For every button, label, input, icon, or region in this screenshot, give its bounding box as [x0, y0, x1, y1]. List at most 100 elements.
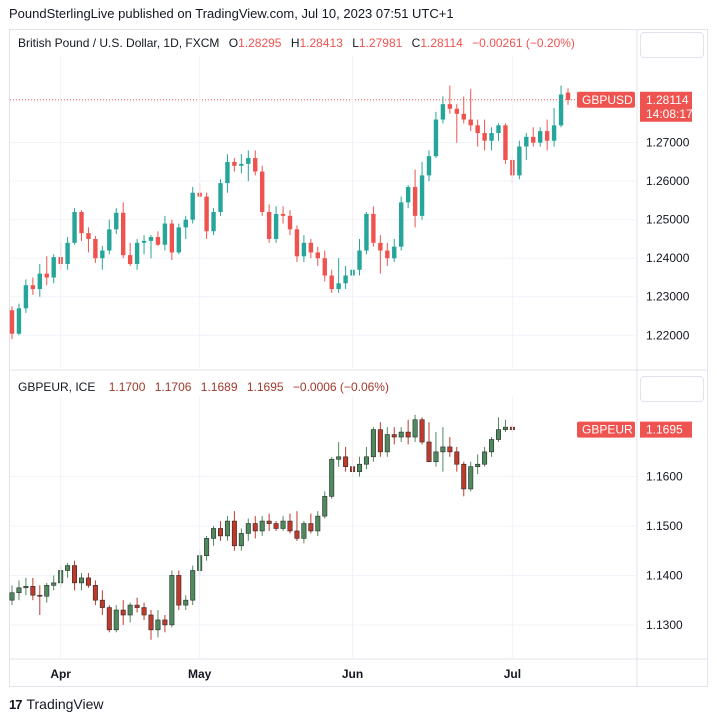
candle-body — [405, 186, 411, 203]
candle-body — [287, 215, 293, 230]
candle-body — [162, 223, 168, 245]
gbpeur-high: 1.1706 — [154, 380, 192, 394]
candle-body — [371, 213, 376, 243]
candle-body — [531, 136, 536, 143]
candle-body — [392, 246, 397, 259]
candle-body — [475, 463, 481, 467]
tradingview-logo-icon: 17 — [9, 696, 23, 712]
candle-body — [224, 520, 230, 537]
gbpusd-change: −0.00261 (−0.20%) — [472, 36, 575, 50]
candle-body — [454, 108, 459, 114]
candle-body — [246, 158, 251, 164]
candle-body — [329, 275, 334, 290]
candle-body — [454, 451, 460, 465]
price-tag-label: 1.28114 — [646, 93, 689, 107]
candle-body — [106, 607, 112, 631]
candle-body — [162, 619, 168, 626]
candle-body — [79, 577, 85, 584]
gbpusd-high-label: H — [290, 36, 300, 50]
candle-body — [391, 434, 397, 438]
candle-body — [412, 186, 418, 216]
candle-body — [100, 250, 105, 259]
candle-body — [322, 258, 327, 276]
y-tick-label: 1.1300 — [646, 618, 683, 632]
gbpusd-close: 1.28114 — [420, 36, 463, 50]
candle-body — [148, 237, 154, 241]
candle-body — [405, 431, 411, 438]
x-tick-label: Jun — [342, 667, 363, 681]
pane1-settings-button[interactable] — [640, 32, 704, 58]
gbpusd-low-label: L — [352, 36, 359, 50]
candle-body — [16, 308, 22, 334]
candle-body — [23, 285, 29, 309]
candle-body — [245, 523, 251, 534]
candle-body — [155, 237, 161, 245]
y-tick-label: 1.1500 — [646, 519, 683, 533]
candle-body — [482, 133, 487, 141]
pane2-settings-button[interactable] — [640, 376, 704, 402]
candle-body — [440, 104, 446, 120]
candle-body — [148, 614, 154, 631]
candle-body — [266, 520, 272, 524]
candle-body — [99, 599, 105, 608]
candle-body — [370, 429, 376, 458]
candle-body — [433, 451, 439, 463]
gbpusd-close-label: C — [411, 36, 421, 50]
candle-body — [336, 456, 342, 460]
candle-body — [426, 156, 432, 176]
candle-body — [238, 533, 244, 547]
chart-frame[interactable] — [9, 29, 708, 687]
candle-body — [336, 283, 341, 290]
candle-body — [141, 240, 147, 243]
candle-body — [377, 429, 383, 453]
candle-body — [155, 619, 161, 631]
y-tick-label: 1.23000 — [646, 290, 690, 304]
candle-body — [384, 434, 390, 453]
gbpeur-title: GBPEUR, ICE — [18, 380, 96, 394]
candle-body — [44, 273, 49, 278]
candle-body — [253, 158, 258, 172]
candle-body — [496, 125, 501, 134]
candle-body — [16, 587, 22, 594]
candle-body — [524, 136, 529, 147]
symbol-tag-label: GBPUSD — [582, 93, 633, 107]
candle-body — [65, 565, 71, 571]
candle-body — [357, 250, 362, 270]
candle-body — [273, 213, 279, 239]
symbol-tag-label: GBPEUR — [582, 423, 633, 437]
price-tag-label: 1.1695 — [646, 423, 683, 437]
y-tick-label: 1.25000 — [646, 213, 690, 227]
candle-body — [322, 496, 328, 517]
x-tick-label: May — [188, 667, 212, 681]
candle-body — [176, 575, 182, 606]
candle-body — [343, 456, 349, 467]
candle-body — [447, 446, 453, 453]
candle-body — [426, 441, 432, 463]
candle-body — [51, 257, 56, 278]
candle-body — [169, 575, 175, 626]
candle-body — [44, 585, 50, 597]
candle-body — [565, 92, 571, 100]
candle-body — [475, 125, 480, 134]
gbpeur-close: 1.1695 — [246, 380, 284, 394]
candle-body — [266, 212, 272, 239]
candle-body — [308, 242, 314, 253]
candle-body — [399, 202, 404, 247]
candle-body — [65, 242, 70, 264]
candle-body — [495, 429, 501, 440]
candle-body — [141, 607, 147, 616]
footer: 17 TradingView — [9, 696, 104, 712]
price-tag — [640, 91, 692, 122]
candle-body — [412, 419, 418, 438]
symbol-tag — [577, 91, 635, 108]
candle-body — [92, 585, 98, 601]
candle-body — [301, 242, 307, 257]
gbpeur-low: 1.1689 — [200, 380, 238, 394]
candle-body — [308, 523, 314, 532]
candle-body — [433, 119, 439, 157]
gbpusd-high: 1.28413 — [299, 36, 343, 50]
candle-body — [440, 446, 446, 453]
candle-body — [134, 242, 140, 264]
candle-body — [280, 520, 286, 529]
